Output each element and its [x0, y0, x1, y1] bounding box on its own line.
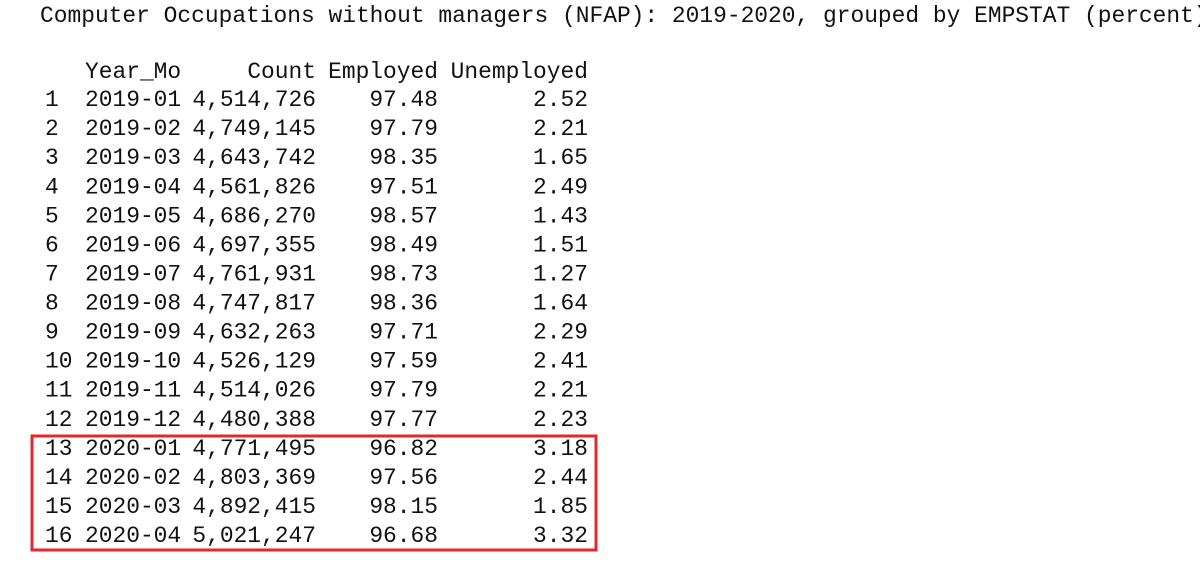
table-cell: 2019-02	[85, 116, 181, 142]
table-cell: 2019-01	[85, 87, 181, 113]
row-number: 1	[45, 87, 59, 113]
row-number: 9	[45, 320, 59, 346]
table-cell: 5,021,247	[192, 523, 316, 549]
table-cell: 2019-10	[85, 349, 181, 375]
row-number: 5	[45, 203, 59, 229]
table-cell: 4,632,263	[192, 320, 316, 346]
table-cell: 1.65	[533, 145, 588, 171]
table-cell: 1.85	[533, 494, 588, 520]
row-number: 11	[45, 378, 72, 404]
table-cell: 1.27	[533, 261, 588, 287]
table-cell: 4,526,129	[192, 349, 316, 375]
table-cell: 2.23	[533, 407, 588, 433]
table-cell: 2020-03	[85, 494, 181, 520]
table-cell: 97.71	[369, 320, 438, 346]
table-cell: 2020-02	[85, 465, 181, 491]
row-number: 12	[45, 407, 72, 433]
column-header: Year_Mo	[85, 59, 181, 85]
table-cell: 2019-11	[85, 378, 181, 404]
table-cell: 3.18	[533, 436, 588, 462]
row-number: 15	[45, 494, 72, 520]
table-cell: 1.43	[533, 203, 588, 229]
row-number: 13	[45, 436, 72, 462]
row-number: 2	[45, 116, 59, 142]
table-cell: 98.73	[369, 261, 438, 287]
table-cell: 2.21	[533, 116, 588, 142]
table-cell: 98.49	[369, 232, 438, 258]
table-cell: 98.35	[369, 145, 438, 171]
table-cell: 2020-01	[85, 436, 181, 462]
table-cell: 4,747,817	[192, 291, 316, 317]
column-header: Unemployed	[451, 59, 588, 85]
column-header: Employed	[328, 59, 438, 85]
row-number: 6	[45, 232, 59, 258]
table-cell: 3.32	[533, 523, 588, 549]
table-cell: 2.21	[533, 378, 588, 404]
table-cell: 2019-04	[85, 174, 181, 200]
table-title: Computer Occupations without managers (N…	[40, 3, 1200, 29]
table-cell: 97.56	[369, 465, 438, 491]
table-cell: 4,686,270	[192, 203, 316, 229]
table-cell: 97.51	[369, 174, 438, 200]
table-cell: 97.48	[369, 87, 438, 113]
table-cell: 4,892,415	[192, 494, 316, 520]
highlight-box	[30, 434, 598, 552]
row-number: 8	[45, 291, 59, 317]
table-cell: 97.59	[369, 349, 438, 375]
row-number: 3	[45, 145, 59, 171]
table-cell: 2.44	[533, 465, 588, 491]
row-number: 10	[45, 349, 72, 375]
table-cell: 4,697,355	[192, 232, 316, 258]
table-cell: 4,561,826	[192, 174, 316, 200]
table-cell: 98.36	[369, 291, 438, 317]
table-cell: 4,749,145	[192, 116, 316, 142]
table-cell: 4,514,026	[192, 378, 316, 404]
table-cell: 2020-04	[85, 523, 181, 549]
table-cell: 96.82	[369, 436, 438, 462]
table-cell: 2019-08	[85, 291, 181, 317]
table-cell: 96.68	[369, 523, 438, 549]
table-cell: 2.29	[533, 320, 588, 346]
table-cell: 2019-07	[85, 261, 181, 287]
table-cell: 4,480,388	[192, 407, 316, 433]
table-cell: 2.52	[533, 87, 588, 113]
table-cell: 2.49	[533, 174, 588, 200]
table-cell: 98.57	[369, 203, 438, 229]
table-cell: 98.15	[369, 494, 438, 520]
table-cell: 2.41	[533, 349, 588, 375]
table-cell: 2019-06	[85, 232, 181, 258]
row-number: 16	[45, 523, 72, 549]
table-cell: 4,643,742	[192, 145, 316, 171]
table-cell: 97.77	[369, 407, 438, 433]
column-header: Count	[247, 59, 316, 85]
table-cell: 2019-05	[85, 203, 181, 229]
table-cell: 97.79	[369, 116, 438, 142]
table-cell: 4,771,495	[192, 436, 316, 462]
table-cell: 4,761,931	[192, 261, 316, 287]
table-cell: 1.64	[533, 291, 588, 317]
row-number: 7	[45, 261, 59, 287]
table-cell: 2019-12	[85, 407, 181, 433]
row-number: 14	[45, 465, 72, 491]
table-cell: 4,803,369	[192, 465, 316, 491]
table-cell: 97.79	[369, 378, 438, 404]
table-cell: 2019-03	[85, 145, 181, 171]
table-cell: 4,514,726	[192, 87, 316, 113]
table-cell: 1.51	[533, 232, 588, 258]
table-cell: 2019-09	[85, 320, 181, 346]
row-number: 4	[45, 174, 59, 200]
